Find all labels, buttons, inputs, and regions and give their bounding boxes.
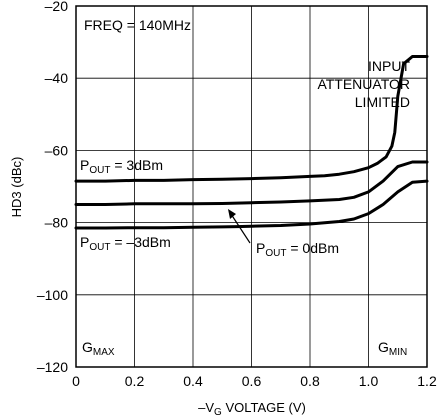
gmin-label-main: G bbox=[378, 339, 389, 355]
x-tick-label: 0.2 bbox=[125, 373, 145, 389]
plot-frame bbox=[75, 5, 428, 368]
gmin-label-sub: MIN bbox=[389, 347, 407, 358]
y-tick-label: –100 bbox=[37, 287, 68, 303]
series-group bbox=[74, 55, 429, 230]
y-axis-label: HD3 (dBc) bbox=[9, 157, 24, 218]
x-tick-label: 0.4 bbox=[183, 373, 203, 389]
pout-0dbm-arrow bbox=[230, 213, 251, 244]
y-tick-label: –20 bbox=[45, 0, 69, 14]
y-tick-label: –120 bbox=[37, 359, 68, 375]
x-tick-label: 0.8 bbox=[300, 373, 320, 389]
gmin-label: GMIN bbox=[378, 339, 407, 358]
x-tick-label: 0 bbox=[72, 373, 80, 389]
y-axis-ticks: –120 –100 –80 –60 –40 –20 bbox=[37, 0, 68, 375]
pout-3dbm-label-tail: = 3dBm bbox=[110, 157, 163, 173]
x-axis-label: –VG VOLTAGE (V) bbox=[198, 400, 306, 418]
pout-0dbm-arrowhead bbox=[228, 209, 236, 219]
input-annotation-line2: ATTENUATOR bbox=[317, 76, 410, 92]
x-tick-label: 0.6 bbox=[242, 373, 262, 389]
gmax-label-main: G bbox=[82, 339, 93, 355]
pout-minus3dbm-label-sub: OUT bbox=[89, 242, 110, 253]
series-line-1 bbox=[74, 160, 429, 206]
pout-3dbm-label-sub: OUT bbox=[89, 165, 110, 176]
y-tick-label: –60 bbox=[45, 142, 69, 158]
series-line-2 bbox=[74, 179, 429, 230]
pout-minus3dbm-label: POUT = –3dBm bbox=[80, 234, 171, 253]
y-tick-label: –40 bbox=[45, 70, 69, 86]
x-axis-label-main: –V bbox=[198, 400, 214, 415]
pout-minus3dbm-label-main: P bbox=[80, 234, 89, 250]
gmax-label-sub: MAX bbox=[93, 347, 115, 358]
x-axis-label-sub: G bbox=[214, 407, 222, 418]
pout-0dbm-label-main: P bbox=[256, 240, 265, 256]
input-annotation-line3: LIMITED bbox=[355, 94, 410, 110]
pout-3dbm-label-main: P bbox=[80, 157, 89, 173]
pout-0dbm-label-sub: OUT bbox=[265, 248, 286, 259]
pout-minus3dbm-label-tail: = –3dBm bbox=[110, 234, 170, 250]
x-tick-label: 1.0 bbox=[359, 373, 379, 389]
x-tick-label: 1.2 bbox=[417, 373, 437, 389]
grid bbox=[76, 6, 427, 367]
y-tick-label: –80 bbox=[45, 215, 69, 231]
freq-annotation: FREQ = 140MHz bbox=[84, 17, 191, 33]
pout-3dbm-label: POUT = 3dBm bbox=[80, 157, 163, 176]
pout-0dbm-label: POUT = 0dBm bbox=[256, 240, 339, 259]
x-axis-ticks: 0 0.2 0.4 0.6 0.8 1.0 1.2 bbox=[72, 373, 437, 389]
pout-0dbm-label-tail: = 0dBm bbox=[286, 240, 339, 256]
input-annotation-line1: INPUT bbox=[368, 58, 410, 74]
series-line-0 bbox=[74, 55, 429, 183]
gmax-label: GMAX bbox=[82, 339, 115, 358]
x-axis-label-tail: VOLTAGE (V) bbox=[222, 400, 306, 415]
